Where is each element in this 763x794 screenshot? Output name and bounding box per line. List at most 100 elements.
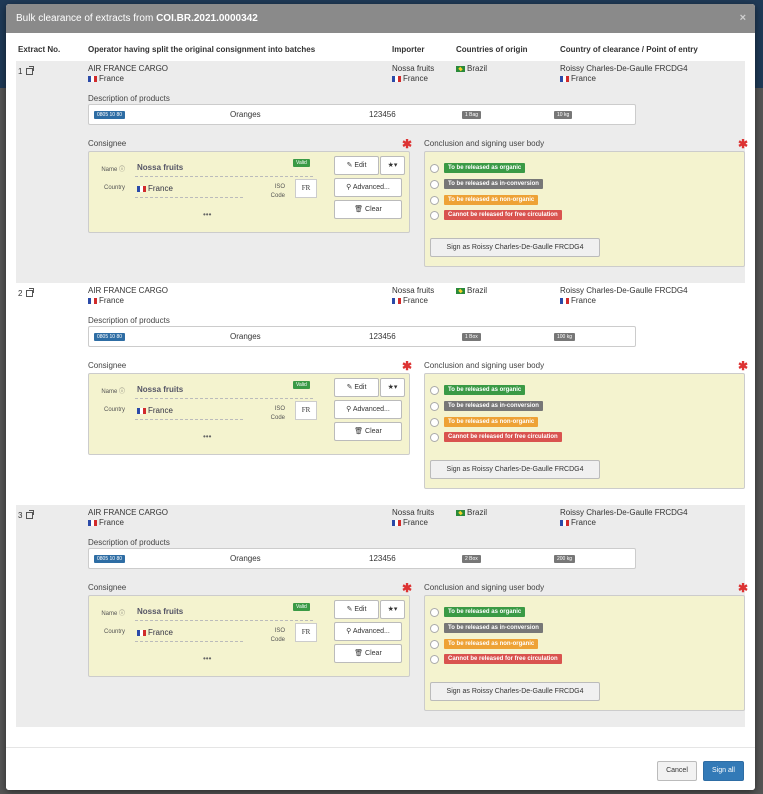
quantity-badge: 1 Bag	[462, 111, 482, 119]
external-link-icon[interactable]	[26, 66, 35, 75]
importer-country: France	[403, 296, 428, 305]
radio-nonorganic[interactable]	[430, 418, 439, 427]
france-flag-icon	[560, 75, 569, 82]
external-link-icon[interactable]	[26, 510, 35, 519]
advanced-button[interactable]: ⚲ Advanced...	[334, 622, 402, 641]
option-inconversion-label[interactable]: To be released as in-conversion	[444, 401, 543, 411]
france-flag-icon	[392, 519, 401, 526]
option-cannot-release-label[interactable]: Cannot be released for free circulation	[444, 654, 562, 664]
option-nonorganic-label[interactable]: To be released as non-organic	[444, 417, 539, 427]
name-label: Name ⓘ	[101, 389, 125, 395]
name-label: Name ⓘ	[101, 611, 125, 617]
favorites-dropdown-button[interactable]: ★▾	[380, 156, 405, 175]
column-headers: Extract No. Operator having split the or…	[6, 45, 755, 57]
advanced-button[interactable]: ⚲ Advanced...	[334, 400, 402, 419]
cn-code-badge: 0805 10 80	[94, 555, 126, 563]
country-label: Country	[103, 407, 125, 413]
option-cannot-release-label[interactable]: Cannot be released for free circulation	[444, 210, 562, 220]
option-inconversion-label[interactable]: To be released as in-conversion	[444, 179, 543, 189]
sign-all-button[interactable]: Sign all	[703, 761, 744, 781]
close-icon[interactable]: ×	[739, 12, 746, 24]
clearance-country: France	[571, 74, 596, 83]
consignee-country: France	[148, 406, 173, 415]
clearance-point: Roissy Charles-De-Gaulle FRCDG4	[560, 508, 688, 517]
operator-name: AIR FRANCE CARGO	[88, 508, 169, 517]
modal-header: Bulk clearance of extracts from COI.BR.2…	[6, 4, 755, 33]
radio-inconversion[interactable]	[430, 402, 439, 411]
option-inconversion-label[interactable]: To be released as in-conversion	[444, 623, 543, 633]
modal-title-ref: COI.BR.2021.0000342	[156, 13, 258, 24]
extract-number: 2	[18, 289, 23, 298]
consignee-label: Consignee	[88, 139, 127, 148]
iso-code-field[interactable]: FR	[295, 623, 317, 642]
clearance-point: Roissy Charles-De-Gaulle FRCDG4	[560, 286, 688, 295]
edit-button[interactable]: ✎ Edit	[334, 600, 379, 619]
france-flag-icon	[560, 519, 569, 526]
consignee-label: Consignee	[88, 583, 127, 592]
operator-name: AIR FRANCE CARGO	[88, 64, 169, 73]
radio-organic[interactable]	[430, 608, 439, 617]
advanced-button[interactable]: ⚲ Advanced...	[334, 178, 402, 197]
lot-number: 123456	[369, 332, 396, 341]
clear-button[interactable]: 🗑 Clear	[334, 422, 402, 441]
sign-as-button[interactable]: Sign as Roissy Charles-De-Gaulle FRCDG4	[430, 460, 600, 479]
sign-as-button[interactable]: Sign as Roissy Charles-De-Gaulle FRCDG4	[430, 682, 600, 701]
edit-button[interactable]: ✎ Edit	[334, 378, 379, 397]
radio-nonorganic[interactable]	[430, 196, 439, 205]
iso-code-label: ISO Code	[270, 628, 285, 643]
description-label: Description of products	[88, 316, 170, 325]
radio-inconversion[interactable]	[430, 180, 439, 189]
radio-cannot-release[interactable]	[430, 433, 439, 442]
france-flag-icon	[88, 297, 97, 304]
operator-country: France	[99, 518, 124, 527]
external-link-icon[interactable]	[26, 288, 35, 297]
consignee-panel: Name ⓘ Nossa fruits Valid Country France…	[88, 151, 410, 233]
radio-cannot-release[interactable]	[430, 211, 439, 220]
france-flag-icon	[137, 629, 146, 636]
radio-nonorganic[interactable]	[430, 640, 439, 649]
option-nonorganic-label[interactable]: To be released as non-organic	[444, 639, 539, 649]
radio-inconversion[interactable]	[430, 624, 439, 633]
favorites-dropdown-button[interactable]: ★▾	[380, 600, 405, 619]
clear-button[interactable]: 🗑 Clear	[334, 200, 402, 219]
required-asterisk-icon: ✱	[402, 137, 413, 151]
extract-number-cell: 3	[18, 510, 35, 520]
origin-cell: Brazil	[456, 64, 487, 74]
quantity-badge: 1 Box	[462, 333, 481, 341]
radio-cannot-release[interactable]	[430, 655, 439, 664]
country-divider	[135, 419, 243, 420]
option-cannot-release-label[interactable]: Cannot be released for free circulation	[444, 432, 562, 442]
clearance-cell: Roissy Charles-De-Gaulle FRCDG4 France	[560, 64, 688, 84]
option-organic-label[interactable]: To be released as organic	[444, 607, 526, 617]
radio-organic[interactable]	[430, 386, 439, 395]
description-label: Description of products	[88, 538, 170, 547]
weight-badge: 200 kg	[554, 555, 576, 563]
extract-row: 2 AIR FRANCE CARGO France Nossa fruits F…	[16, 283, 749, 505]
more-dots[interactable]: •••	[203, 210, 212, 219]
modal-title-prefix: Bulk clearance of extracts from	[16, 13, 157, 24]
importer-name: Nossa fruits	[392, 286, 435, 295]
brazil-flag-icon	[456, 509, 465, 516]
operator-cell: AIR FRANCE CARGO France	[88, 286, 168, 306]
favorites-dropdown-button[interactable]: ★▾	[380, 378, 405, 397]
operator-country: France	[99, 74, 124, 83]
extract-number: 3	[18, 511, 23, 520]
importer-cell: Nossa fruits France	[392, 508, 434, 528]
iso-code-field[interactable]: FR	[295, 179, 317, 198]
option-nonorganic-label[interactable]: To be released as non-organic	[444, 195, 539, 205]
sign-as-button[interactable]: Sign as Roissy Charles-De-Gaulle FRCDG4	[430, 238, 600, 257]
option-organic-label[interactable]: To be released as organic	[444, 385, 526, 395]
col-extract-no: Extract No.	[18, 45, 61, 54]
importer-name: Nossa fruits	[392, 64, 435, 73]
operator-name: AIR FRANCE CARGO	[88, 286, 169, 295]
clear-button[interactable]: 🗑 Clear	[334, 644, 402, 663]
more-dots[interactable]: •••	[203, 432, 212, 441]
cancel-button[interactable]: Cancel	[657, 761, 697, 781]
option-organic-label[interactable]: To be released as organic	[444, 163, 526, 173]
radio-organic[interactable]	[430, 164, 439, 173]
required-asterisk-icon: ✱	[738, 359, 749, 373]
consignee-panel: Name ⓘ Nossa fruits Valid Country France…	[88, 373, 410, 455]
more-dots[interactable]: •••	[203, 654, 212, 663]
edit-button[interactable]: ✎ Edit	[334, 156, 379, 175]
iso-code-field[interactable]: FR	[295, 401, 317, 420]
